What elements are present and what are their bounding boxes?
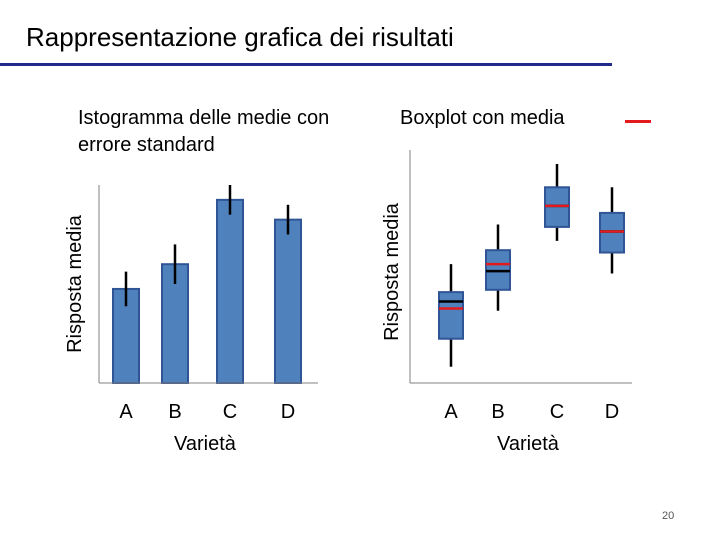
- bar-chart-title: Istogramma delle medie con errore standa…: [78, 107, 330, 156]
- boxplot-title: Boxplot con media: [400, 107, 565, 129]
- x-tick-label: B: [491, 401, 504, 423]
- bar-d: [274, 218, 302, 384]
- boxplot-chart: A B C D Varietà Risposta media: [381, 150, 632, 455]
- bar-c: [216, 198, 244, 384]
- page-number: 20: [662, 510, 675, 522]
- x-axis-label: Varietà: [174, 433, 237, 455]
- y-axis-label: Risposta media: [381, 202, 403, 341]
- x-tick-label: C: [223, 401, 237, 423]
- box-a: [438, 291, 464, 340]
- x-tick-label: C: [550, 401, 564, 423]
- x-tick-label: B: [168, 401, 181, 423]
- x-tick-label: D: [281, 401, 295, 423]
- x-axis-label: Varietà: [497, 433, 560, 455]
- x-tick-label: A: [119, 401, 133, 423]
- x-tick-label: D: [605, 401, 619, 423]
- bar-chart: A B C D Varietà Risposta media: [64, 185, 318, 455]
- x-tick-label: A: [444, 401, 458, 423]
- title-underline: [0, 63, 612, 66]
- y-axis-label: Risposta media: [64, 214, 86, 353]
- slide-title: Rappresentazione grafica dei risultati: [26, 22, 454, 52]
- mean-legend-marker: [625, 120, 651, 123]
